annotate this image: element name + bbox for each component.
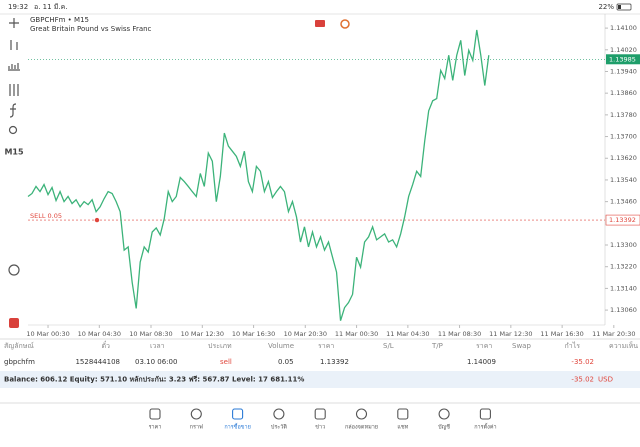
order-price-tag	[605, 214, 640, 226]
x-tick-label: 11 Mar 12:30	[489, 330, 532, 338]
nav-icon[interactable]	[190, 408, 202, 420]
column-header: สัญลักษณ์	[4, 342, 34, 350]
y-tick-label: 1.13940	[610, 67, 637, 75]
nav-label[interactable]: กล่องจดหมาย	[345, 425, 378, 431]
status-battery: 22%	[598, 3, 614, 11]
cell: gbpchfm	[4, 358, 35, 366]
y-tick-label: 1.13780	[610, 111, 637, 119]
column-header: Swap	[512, 342, 531, 350]
x-tick-label: 10 Mar 08:30	[129, 330, 172, 338]
y-tick-label: 1.13620	[610, 154, 637, 162]
price-line	[27, 29, 490, 321]
nav-label[interactable]: แชท	[397, 424, 408, 431]
y-tick-label: 1.13700	[610, 133, 637, 141]
y-tick-label: 1.13460	[610, 198, 637, 206]
objects-icon[interactable]	[8, 125, 18, 135]
column-header: S/L	[383, 342, 394, 350]
nav-icon[interactable]	[479, 408, 491, 420]
current-price-tag	[606, 54, 640, 65]
x-tick-label: 10 Mar 12:30	[181, 330, 224, 338]
balance-row	[0, 371, 640, 388]
nav-icon[interactable]	[355, 408, 368, 420]
column-header: ความเห็น	[609, 341, 638, 350]
candles-icon[interactable]	[10, 40, 18, 50]
y-tick-label: 1.13300	[610, 241, 637, 249]
battery-icon	[616, 3, 632, 11]
battery-level	[618, 5, 621, 9]
nav-icon[interactable]	[149, 408, 161, 420]
column-header: กำไร	[565, 341, 581, 350]
x-tick-label: 11 Mar 00:30	[335, 330, 378, 338]
nav-label[interactable]: กราฟ	[190, 424, 203, 431]
nav-label[interactable]: บัญชี	[438, 424, 450, 431]
y-tick-label: 1.14020	[610, 46, 637, 54]
cell: sell	[220, 358, 232, 366]
cell: 1528444108	[75, 358, 120, 366]
cell: 0.05	[278, 358, 294, 366]
y-tick-label: 1.13140	[610, 284, 637, 292]
nav-label[interactable]: ประวัติ	[271, 424, 287, 431]
x-tick-label: 10 Mar 20:30	[284, 330, 327, 338]
x-tick-label: 11 Mar 16:30	[540, 330, 583, 338]
x-tick-label: 11 Mar 04:30	[386, 330, 429, 338]
order-price-label: 1.13392	[609, 216, 636, 224]
nav-label[interactable]: การซื้อขาย	[224, 423, 250, 431]
x-tick-label: 10 Mar 00:30	[26, 330, 69, 338]
one-click-icon[interactable]	[340, 19, 350, 29]
crosshair-icon[interactable]	[9, 18, 19, 28]
column-header: ราคา	[476, 342, 492, 350]
chart-title: GBPCHFm • M15	[30, 16, 89, 24]
nav-icon[interactable]	[397, 408, 409, 420]
nav-icon[interactable]	[314, 408, 326, 420]
x-tick-label: 10 Mar 04:30	[78, 330, 121, 338]
status-time: 19:32	[8, 3, 28, 11]
quick-icon[interactable]	[8, 264, 20, 276]
chart-subtitle: Great Britain Pound vs Swiss Franc	[30, 25, 152, 33]
balance-profit: -35.02	[571, 376, 594, 384]
quick-trade-icon[interactable]	[315, 20, 325, 27]
column-header: ประเภท	[208, 342, 232, 350]
bars-icon[interactable]	[8, 63, 20, 71]
nav-label[interactable]: การตั้งค่า	[474, 423, 496, 431]
nav-icon[interactable]	[438, 408, 450, 420]
order-entry	[94, 217, 100, 223]
function-icon[interactable]	[9, 103, 17, 118]
y-tick-label: 1.13540	[610, 176, 637, 184]
y-tick-label: 1.14100	[610, 24, 637, 32]
column-header: ราคา	[318, 342, 334, 350]
cell: 1.14009	[467, 358, 496, 366]
nav-icon[interactable]	[273, 408, 285, 420]
cell: 03.10 06:00	[135, 358, 177, 366]
column-header: เวลา	[150, 342, 165, 350]
x-tick-label: 11 Mar 20:30	[592, 330, 635, 338]
cell: 1.13392	[320, 358, 349, 366]
nav-label[interactable]: ข่าว	[315, 425, 325, 431]
balance-text: Balance: 606.12 Equity: 571.10 หลักประกั…	[4, 376, 304, 384]
column-header: ตั๋ว	[102, 341, 111, 350]
column-header: T/P	[431, 342, 443, 350]
column-header: Volume	[268, 342, 294, 350]
status-date: อ. 11 มี.ค.	[34, 3, 68, 11]
y-tick-label: 1.13220	[610, 263, 637, 271]
indicators-icon[interactable]	[9, 84, 19, 96]
cell: -35.02	[571, 358, 594, 366]
timeframe[interactable]: M15	[4, 148, 24, 157]
y-tick-label: 1.13060	[610, 306, 637, 314]
balance-currency: USD	[598, 376, 613, 384]
y-tick-label: 1.13860	[610, 89, 637, 97]
flag-icon[interactable]	[9, 318, 19, 328]
nav-label[interactable]: ราคา	[149, 425, 162, 431]
x-tick-label: 11 Mar 08:30	[438, 330, 481, 338]
nav-icon[interactable]	[232, 408, 244, 420]
current-price-label: 1.13985	[609, 55, 636, 63]
toolbar[interactable]	[8, 18, 20, 328]
order-label: SELL 0.05	[30, 212, 62, 220]
x-tick-label: 10 Mar 16:30	[232, 330, 275, 338]
